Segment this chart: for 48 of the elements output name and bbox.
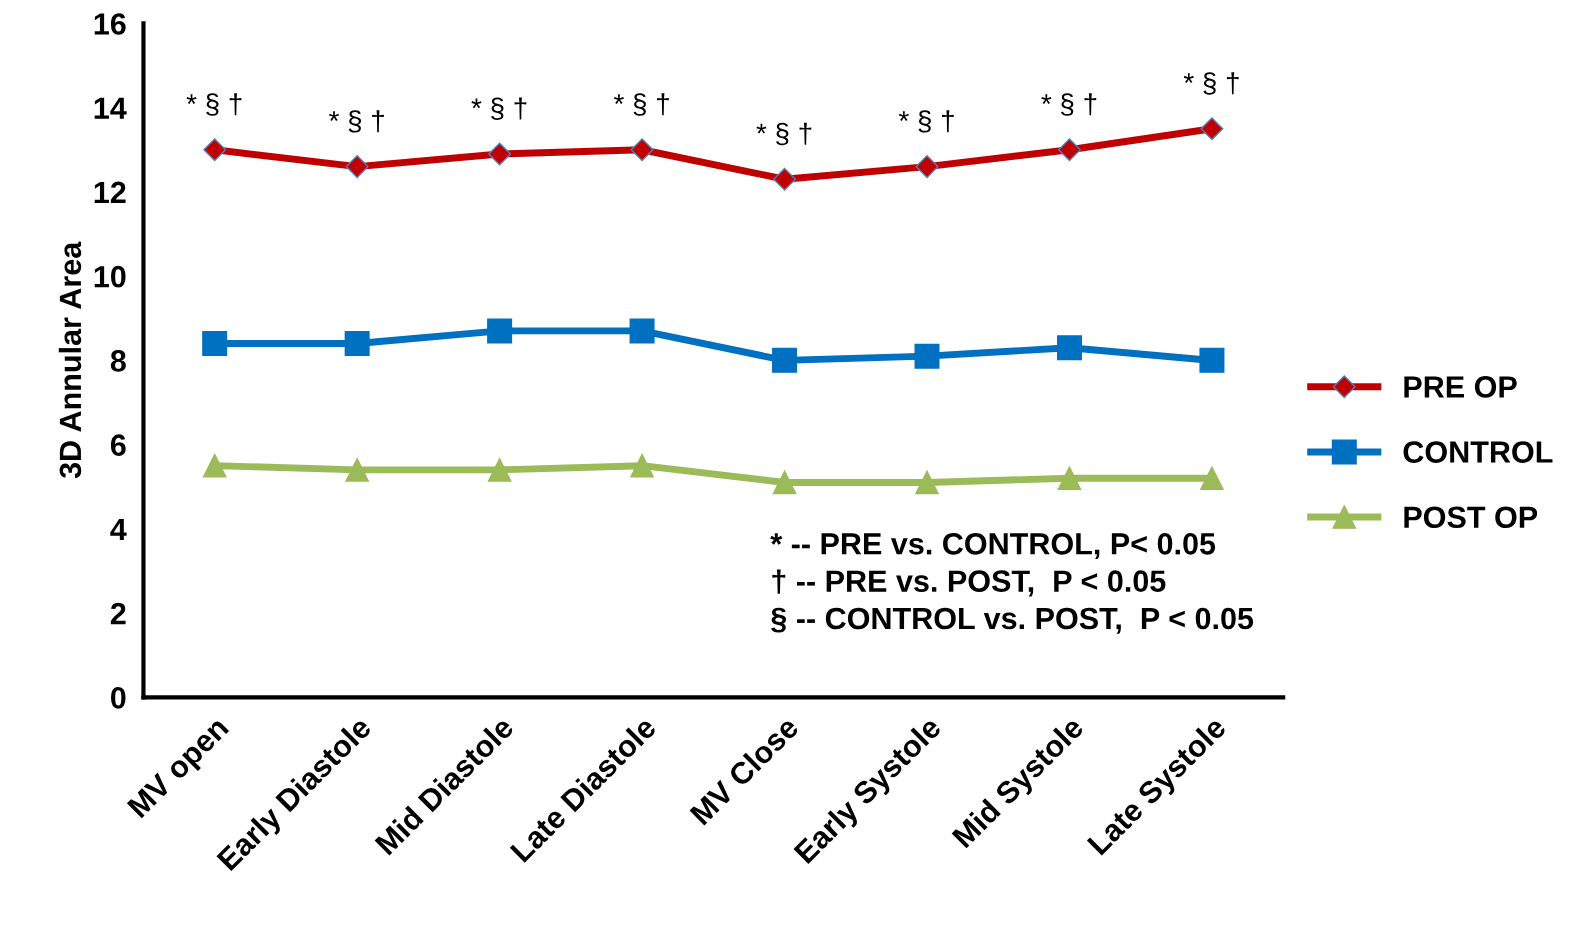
point	[345, 458, 369, 482]
point	[487, 458, 512, 482]
y-axis-title: 3D Annular Area	[58, 241, 82, 479]
point	[772, 347, 798, 373]
y-tick-label: 0	[111, 687, 126, 709]
point	[630, 138, 654, 162]
point	[203, 138, 227, 162]
annotation: † -- PRE vs. POST, P < 0.05	[772, 569, 1166, 597]
annotation: * § †	[329, 110, 384, 133]
point	[344, 331, 370, 357]
annotation: * § †	[186, 93, 242, 116]
point	[487, 318, 513, 344]
y-tick-label: 10	[94, 265, 126, 288]
y-tick-label: 2	[110, 602, 126, 625]
y-tick-label: 8	[110, 350, 126, 372]
y-tick-label: 4	[110, 518, 127, 540]
point	[1057, 466, 1082, 491]
annotation: * § †	[471, 97, 527, 120]
annotation: * -- PRE vs. CONTROL, P< 0.05	[770, 533, 1216, 560]
annotation: * § †	[1183, 72, 1239, 95]
annotation: * § †	[1041, 93, 1097, 116]
point	[630, 453, 654, 478]
y-tick-label: 14	[94, 97, 127, 119]
point	[914, 343, 940, 369]
point	[915, 470, 939, 495]
point	[1056, 335, 1082, 361]
point	[1199, 347, 1225, 373]
legend-label: CONTROL	[1403, 441, 1553, 463]
legend-label: PRE OP	[1404, 376, 1517, 398]
point	[202, 453, 227, 478]
point	[773, 167, 797, 191]
annotation: § -- CONTROL vs. POST, P < 0.05	[771, 607, 1254, 634]
point	[772, 470, 797, 495]
point	[1200, 466, 1224, 491]
y-tick-label: 16	[94, 13, 126, 35]
annotation: * § †	[613, 93, 669, 116]
y-tick-label: 12	[94, 181, 126, 203]
annotation: * § †	[756, 122, 812, 146]
y-tick-label: 6	[110, 434, 126, 456]
point	[345, 155, 369, 179]
point	[1057, 138, 1081, 162]
point	[488, 142, 512, 166]
point	[1200, 117, 1224, 141]
point	[915, 155, 939, 179]
legend-label: POST OP	[1404, 506, 1538, 529]
annotation: * § †	[898, 110, 954, 133]
point	[629, 318, 655, 344]
point	[202, 331, 228, 357]
